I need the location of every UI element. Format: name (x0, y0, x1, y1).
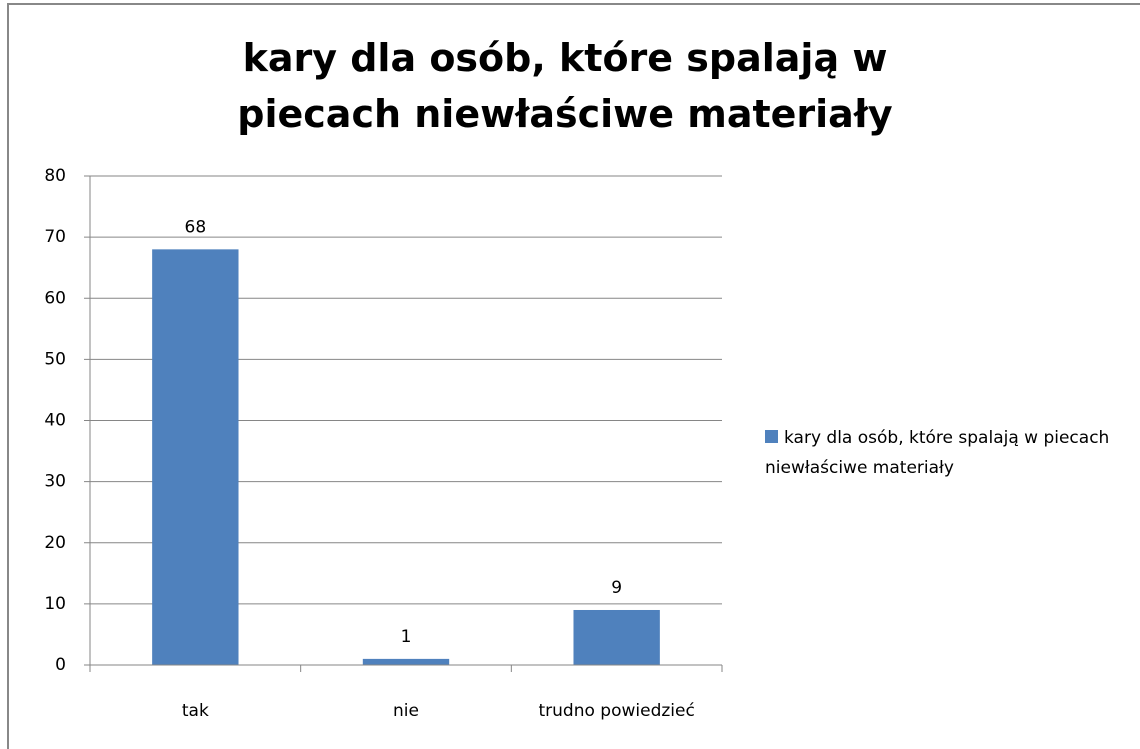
y-tick-label: 50 (44, 349, 66, 369)
y-tick-label: 70 (44, 227, 66, 247)
data-label: 9 (611, 578, 622, 598)
legend-key (765, 430, 778, 443)
data-label: 1 (401, 627, 412, 647)
x-tick-label: tak (182, 701, 209, 721)
chart-title: kary dla osób, które spalają w piecach n… (237, 36, 893, 136)
y-tick-label: 60 (44, 288, 66, 308)
bar (152, 249, 239, 665)
y-tick-label: 0 (55, 655, 66, 675)
frame (7, 3, 1140, 749)
y-tick-label: 30 (44, 472, 66, 492)
y-tick-label: 10 (44, 594, 66, 614)
y-tick-label: 80 (44, 166, 66, 186)
x-tick-label: trudno powiedzieć (539, 701, 695, 721)
y-tick-label: 20 (44, 533, 66, 553)
bar (573, 609, 660, 665)
bar (362, 658, 450, 665)
x-tick-label: nie (393, 701, 419, 721)
y-tick-label: 40 (44, 411, 66, 431)
legend-label: kary dla osób, które spalają w piecach n… (765, 428, 1110, 478)
data-label: 68 (185, 217, 207, 237)
legend: kary dla osób, które spalają w piecach n… (765, 423, 1125, 483)
